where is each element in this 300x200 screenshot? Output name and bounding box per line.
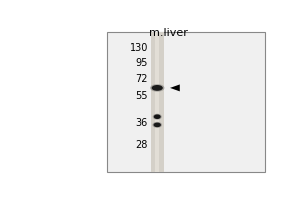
Text: 95: 95 — [136, 58, 148, 68]
Bar — [107, 32, 266, 172]
Ellipse shape — [150, 84, 164, 92]
Text: 72: 72 — [135, 74, 148, 84]
Ellipse shape — [154, 114, 161, 119]
Ellipse shape — [153, 114, 162, 120]
Text: 36: 36 — [136, 118, 148, 128]
Text: 130: 130 — [130, 43, 148, 53]
Bar — [155, 32, 160, 172]
Ellipse shape — [152, 122, 162, 128]
Bar — [151, 32, 164, 172]
Ellipse shape — [154, 123, 161, 127]
Text: 28: 28 — [136, 140, 148, 150]
Ellipse shape — [152, 85, 163, 91]
Text: 55: 55 — [135, 91, 148, 101]
Polygon shape — [170, 84, 180, 91]
Text: m.liver: m.liver — [149, 28, 188, 38]
